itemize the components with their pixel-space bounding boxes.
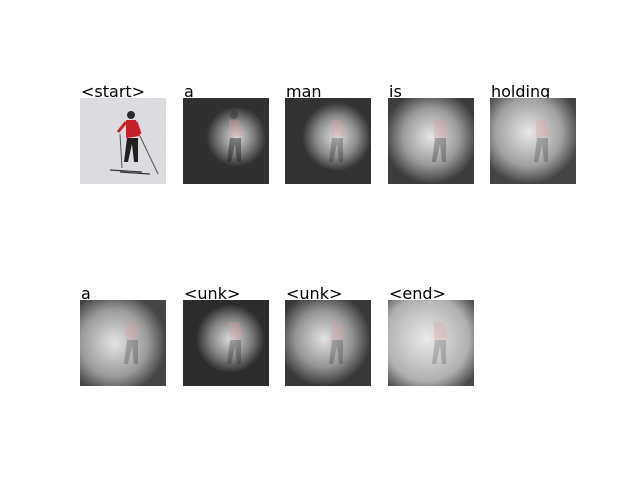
word-label: a bbox=[184, 83, 198, 101]
panel-start: <start> bbox=[80, 83, 166, 184]
original-image bbox=[80, 98, 166, 184]
panel-word-a: a bbox=[183, 83, 269, 184]
panel-end: <end> bbox=[388, 285, 474, 386]
attention-map bbox=[80, 300, 166, 386]
panel-word-unk-1: <unk> bbox=[183, 285, 269, 386]
attention-map bbox=[388, 300, 474, 386]
panel-word-unk-2: <unk> bbox=[285, 285, 371, 386]
attention-map bbox=[388, 98, 474, 184]
attention-map bbox=[285, 98, 371, 184]
panel-word-a-2: a bbox=[80, 285, 166, 386]
attention-map bbox=[490, 98, 576, 184]
attention-map bbox=[183, 300, 269, 386]
word-label: is bbox=[389, 83, 406, 101]
word-label: holding bbox=[491, 83, 555, 101]
word-label: a bbox=[81, 285, 95, 303]
word-label: <start> bbox=[81, 83, 150, 101]
word-label: <unk> bbox=[184, 285, 245, 303]
panel-word-man: man bbox=[285, 83, 371, 184]
panel-word-holding: holding bbox=[490, 83, 576, 184]
word-label: man bbox=[286, 83, 326, 101]
attention-map bbox=[285, 300, 371, 386]
word-label: <end> bbox=[389, 285, 450, 303]
word-label: <unk> bbox=[286, 285, 347, 303]
attention-map bbox=[183, 98, 269, 184]
panel-word-is: is bbox=[388, 83, 474, 184]
